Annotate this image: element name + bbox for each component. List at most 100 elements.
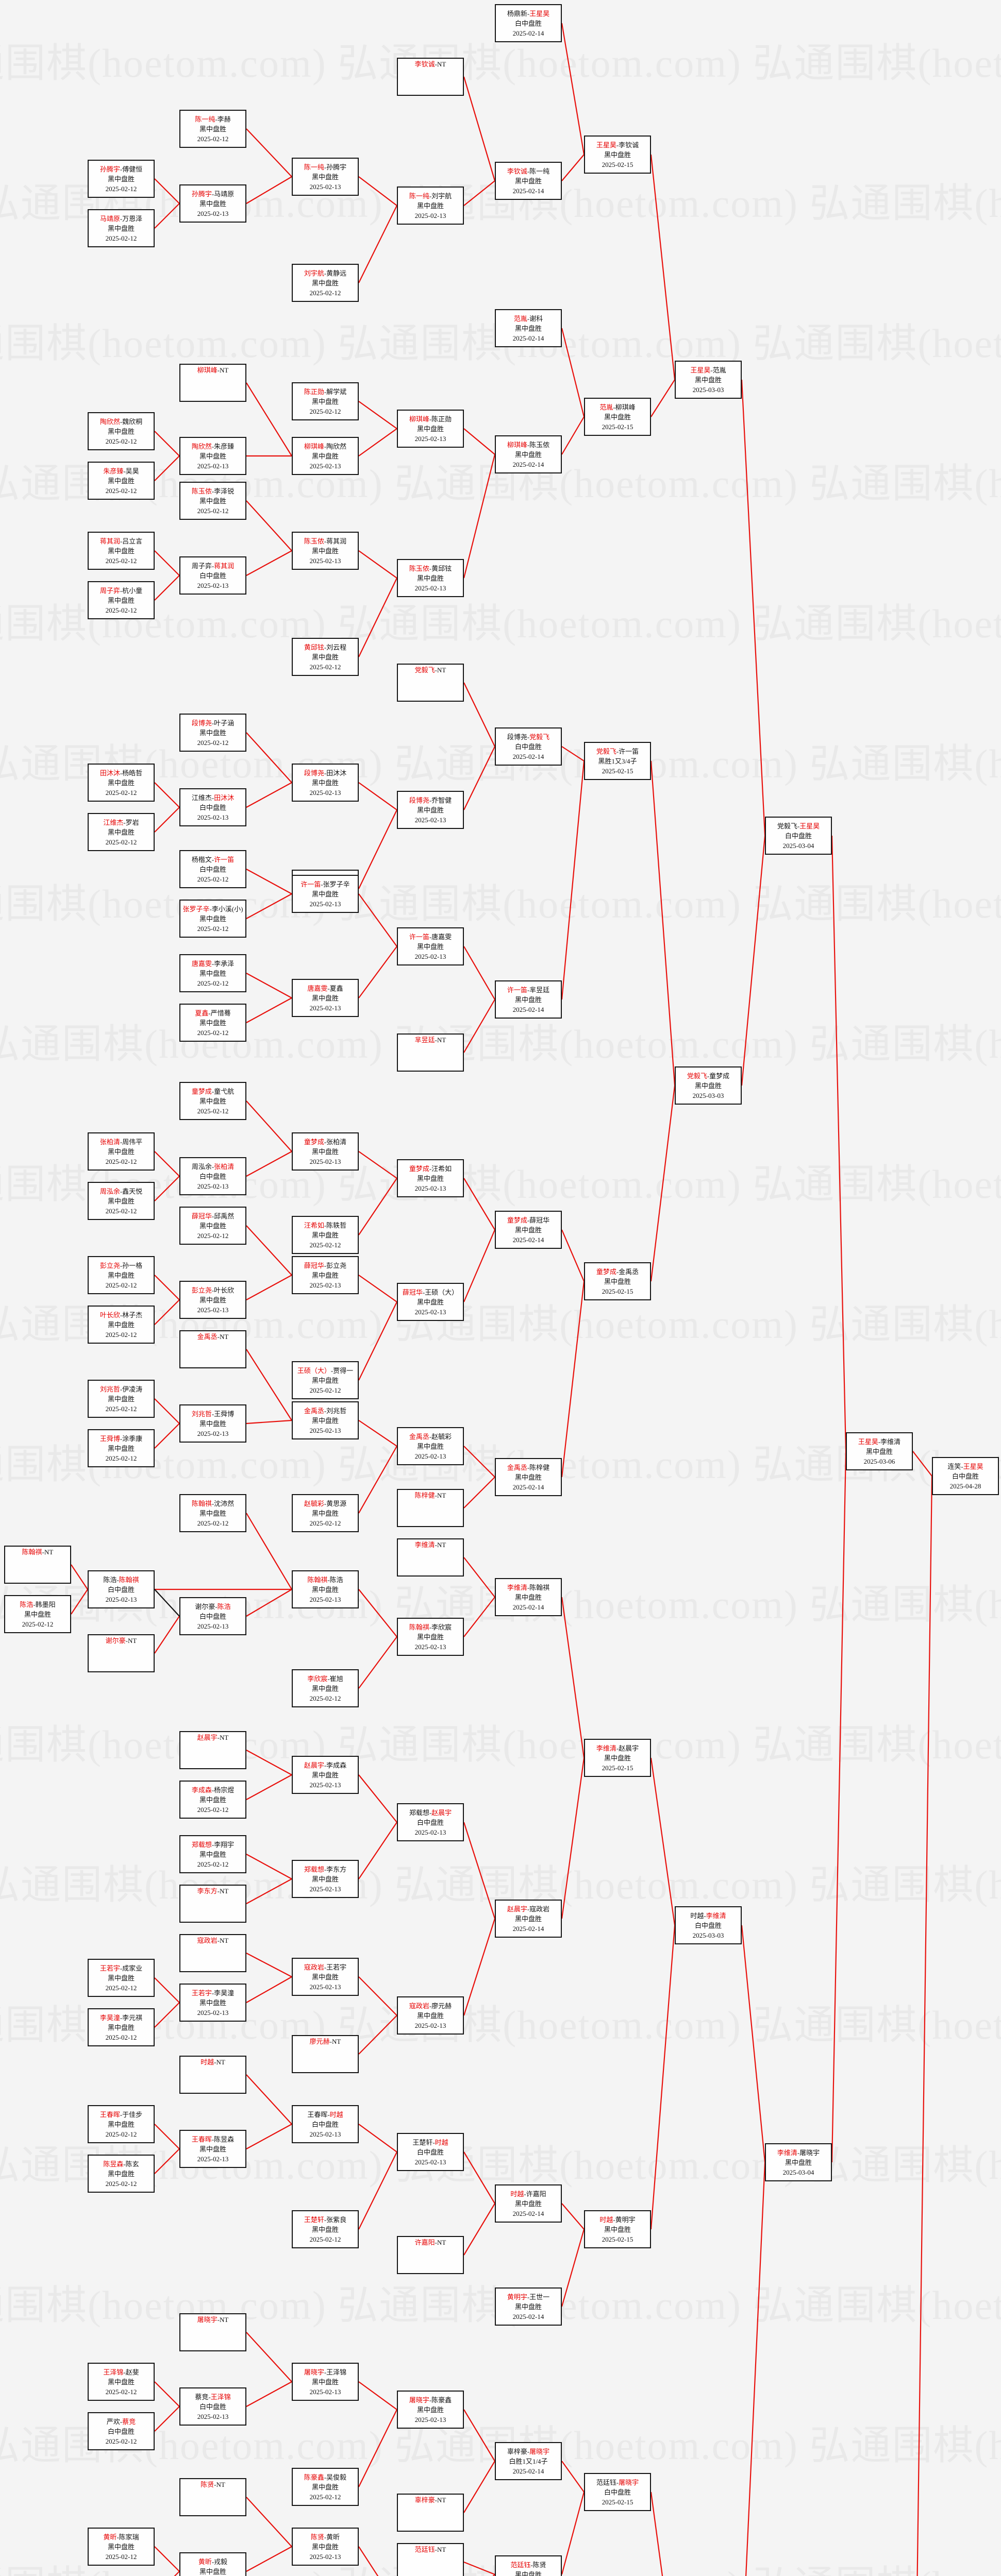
match-result: 黑中盘胜 [416,574,444,582]
winner-connector-line [358,782,397,810]
winner-connector-line [246,1976,292,2003]
player-name: 金禹丞 [507,1463,527,1471]
match-players: 王楚轩-张紫良 [304,2215,347,2224]
match-box: 童梦成-薛冠华 黑中盘胜 2025-02-14 [495,1211,562,1249]
player-name: 谢尔豪 [195,1602,215,1611]
match-date: 2025-02-13 [309,182,341,191]
player-name: 李维清 [706,1911,726,1920]
match-result: 黑中盘胜 [107,1271,135,1279]
bye-marker: NT [437,60,446,68]
player-name: 李东方 [197,1887,218,1895]
winner-connector-line [358,1822,397,1879]
player-name: 党毅飞 [596,747,616,755]
match-players: 孙腾宇-马靖原 [191,190,235,198]
winner-connector-line [154,178,180,204]
match-box: 柳琪峰-陈正勋 黑中盘胜 2025-02-13 [397,410,464,448]
match-date: 2025-02-12 [105,1207,137,1215]
match-box: 陈玉侬-蒋其润 黑中盘胜 2025-02-13 [292,532,359,570]
match-players: 陈梓健-NT [414,1492,446,1499]
match-box: 谢尔豪-陈浩 白中盘胜 2025-02-13 [179,1597,246,1635]
player-name: 夏鑫 [195,1009,209,1017]
winner-connector-line [561,416,585,455]
player-name: 范廷钰 [414,2546,435,2553]
match-box: 张罗子辛-李小溪(小) 黑中盘胜 2025-02-12 [179,900,246,938]
match-date: 2025-02-12 [105,2033,137,2041]
player-name: 陈浩 [103,1575,117,1584]
match-date: 2025-02-14 [512,1924,544,1933]
match-players: 郑载想-赵晨宇 [409,1808,452,1817]
match-players: 廖元赫-NT [309,2038,341,2045]
match-date: 2025-02-13 [309,2552,341,2561]
match-date: 2025-02-13 [197,1182,229,1190]
match-result: 黑中盘胜 [311,2378,339,2386]
match-date: 2025-02-12 [309,407,341,415]
match-date: 2025-02-15 [602,767,633,775]
match-result: 黑中盘胜 [107,1974,135,1982]
winner-connector-line [358,176,397,206]
winner-connector-line [246,2381,292,2407]
match-players: 屠晓宇-王泽锦 [304,2368,347,2376]
player-name: 蒋其润 [99,537,120,545]
match-date: 2025-02-15 [602,160,633,168]
player-name: 廖元赫 [309,2038,330,2045]
player-name: 蒋其润 [326,537,347,545]
match-date: 2025-02-12 [309,1519,341,1527]
player-name: 黄昕 [103,2533,117,2541]
winner-connector-line [650,760,676,1086]
winner-connector-line [463,682,495,747]
player-name: 寇政岩 [304,1963,324,1971]
match-result: 白胜1又1/4子 [509,2457,548,2465]
match-players: 陈贤-黄昕 [310,2533,340,2541]
match-date: 2025-02-13 [414,2158,446,2166]
match-date: 2025-02-12 [105,1330,137,1338]
match-result: 黑中盘胜 [311,1376,339,1384]
match-date: 2025-02-13 [414,1184,446,1192]
match-box: 周泓余-张柏清 白中盘胜 2025-02-13 [179,1157,246,1195]
player-name: 王泽锦 [103,2368,124,2376]
match-result: 黑中盘胜 [311,173,339,181]
match-box: 薛冠华-邱禹然 黑中盘胜 2025-02-12 [179,1207,246,1245]
match-players: 郑载想-李东方 [304,1865,347,1873]
match-date: 2025-02-13 [414,1308,446,1316]
player-name: 许嘉阳 [414,2239,435,2246]
match-result: 黑中盘胜 [199,2145,226,2153]
match-players: 王若宇-李昊潼 [191,1989,235,1997]
match-result: 黑中盘胜 [311,279,339,287]
winner-connector-line [561,1597,585,1758]
player-name: 陈玉侬 [529,440,550,449]
match-box: 陈浩-韩墨阳 黑中盘胜 2025-02-12 [4,1595,71,1633]
match-players: 金禹丞-赵毓彩 [409,1432,452,1440]
match-date: 2025-03-04 [782,2168,814,2176]
player-name: 童梦成 [191,1087,212,1095]
match-result: 黑中盘胜 [107,477,135,485]
winner-connector-line [358,2381,397,2410]
match-box: 孙腾宇-马靖原 黑中盘胜 2025-02-13 [179,184,246,223]
match-players: 刘兆哲-伊凌涛 [99,1385,143,1393]
player-name: 成家业 [122,1964,143,1972]
player-name: 党毅飞 [414,666,435,674]
player-name: 王星昊 [858,1437,878,1446]
match-box: 寇政岩-廖元赫 黑中盘胜 2025-02-13 [397,1996,464,2035]
match-players: 时越-李维清 [690,1911,726,1920]
match-players: 王星昊-李钦诚 [596,141,639,149]
match-result: 黑中盘胜 [107,1147,135,1156]
match-result: 黑中盘胜 [107,1197,135,1205]
player-name: 童梦成 [304,1138,324,1146]
match-result: 白中盘胜 [416,1818,444,1826]
match-box: 童梦成-金禹丞 黑中盘胜 2025-02-15 [584,1262,651,1300]
match-result: 黑中盘胜 [199,1097,226,1105]
match-box: 蔡竞-王泽锦 白中盘胜 2025-02-13 [179,2387,246,2426]
player-name: 谢尔豪 [105,1637,126,1645]
bye-marker: NT [220,1333,229,1341]
match-date: 2025-02-12 [105,556,137,565]
player-name: 吕立言 [122,537,143,545]
bye-marker: NT [220,366,229,374]
match-players: 金禹丞-NT [197,1333,229,1341]
match-result: 黑中盘胜 [199,1998,226,2007]
match-box: 金禹丞-陈梓健 黑中盘胜 2025-02-14 [495,1458,562,1496]
player-name: 田沐沐 [214,793,235,802]
bye-marker: NT [437,2239,446,2246]
match-box: 赵晨宇-李成森 黑中盘胜 2025-02-13 [292,1756,359,1794]
winner-connector-line [246,1953,292,1977]
